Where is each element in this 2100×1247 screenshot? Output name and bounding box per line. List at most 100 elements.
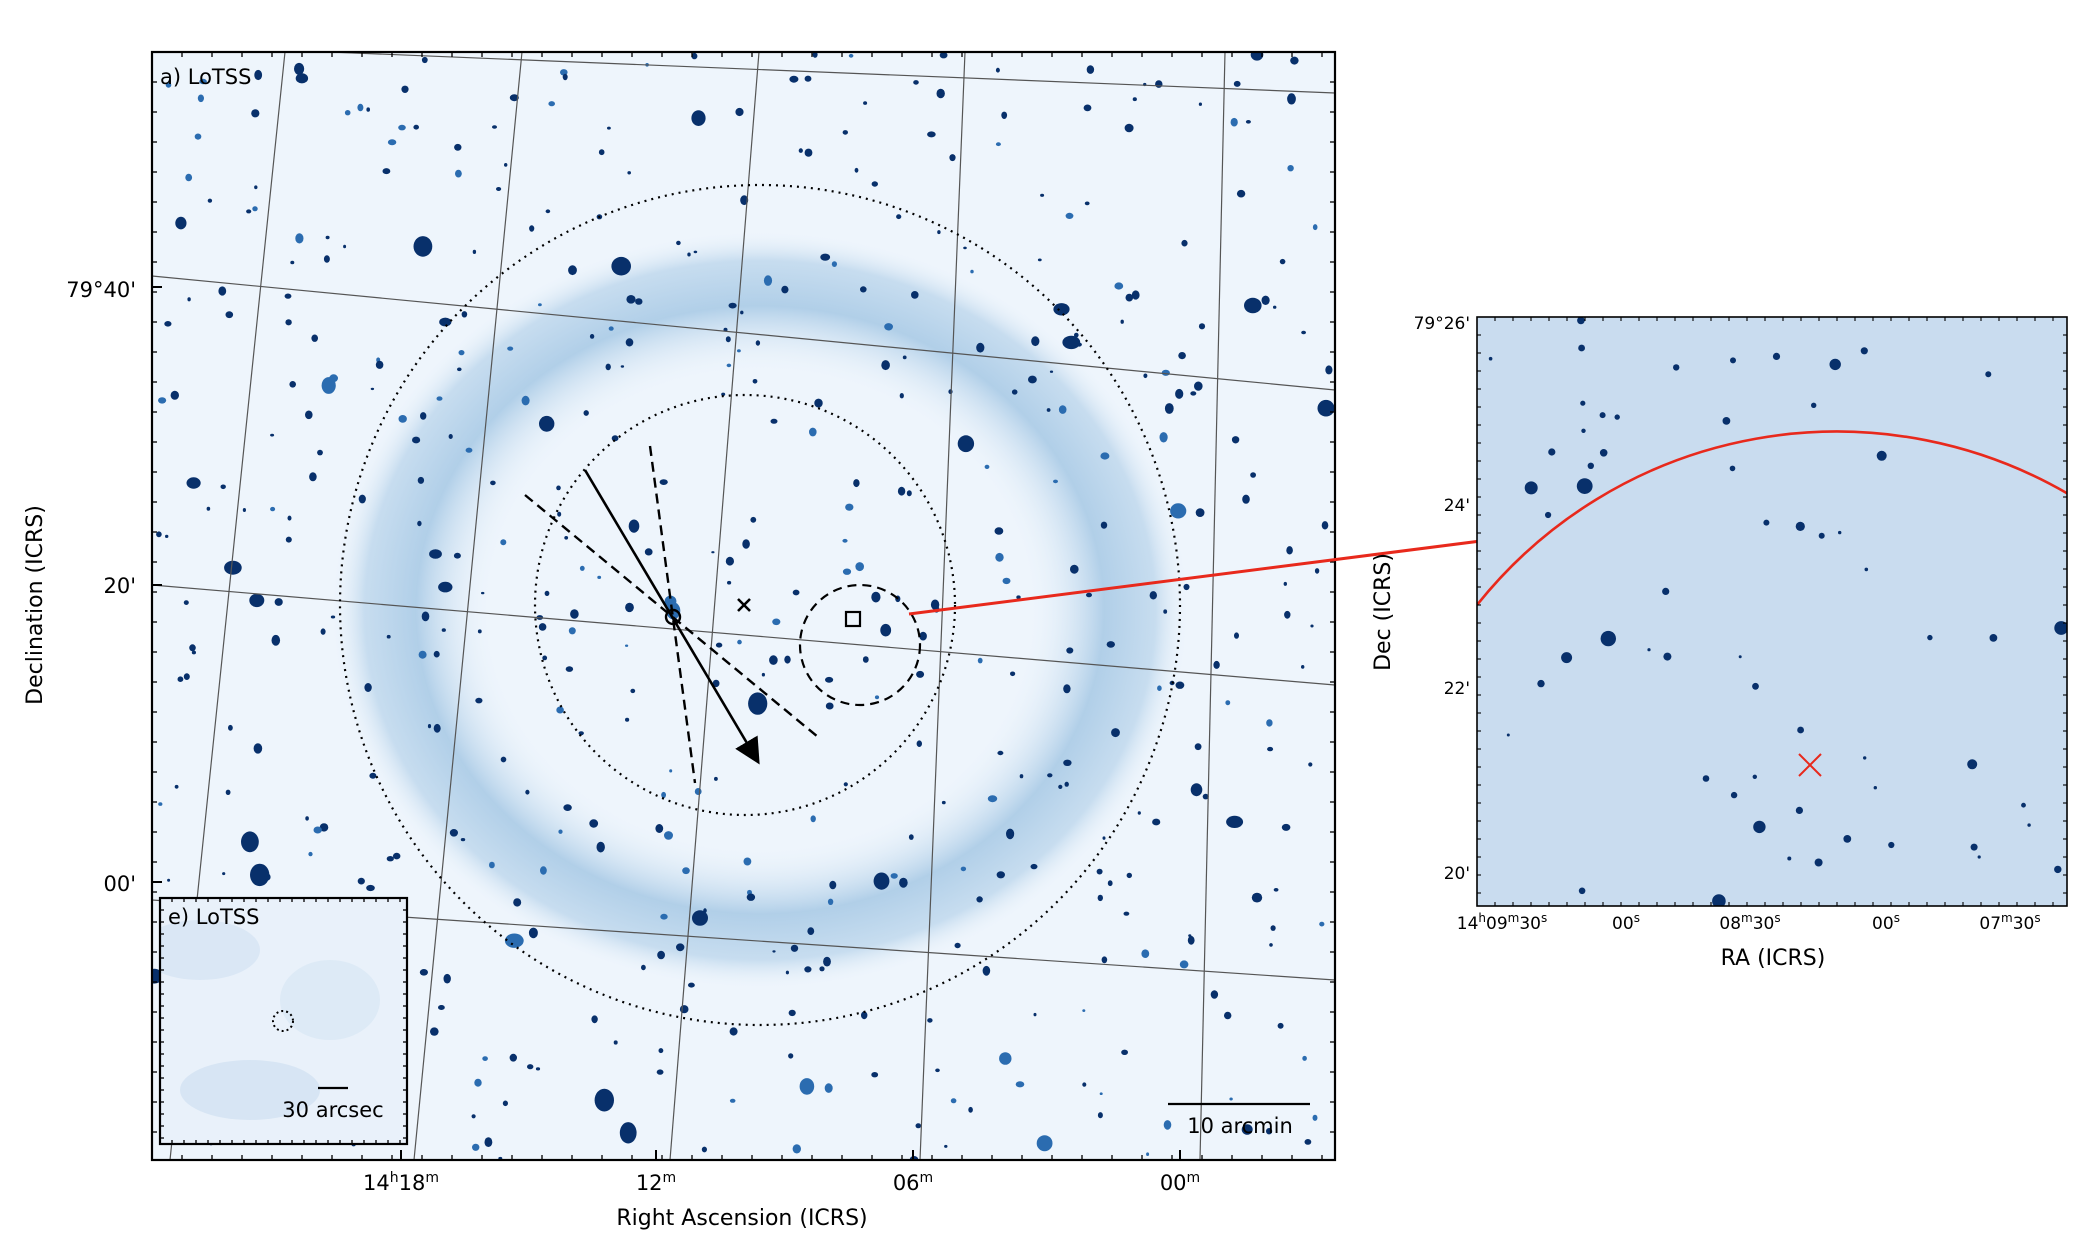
annotations xyxy=(338,183,1182,1027)
radio-source xyxy=(191,650,196,655)
radio-source xyxy=(635,298,643,305)
radio-source xyxy=(1063,684,1071,694)
main-ra-tick-label: 14h18m xyxy=(363,1170,439,1195)
zoom-dec-tick-label: 22' xyxy=(1444,679,1470,699)
radio-source xyxy=(682,867,690,875)
radio-source xyxy=(728,302,737,309)
radio-source xyxy=(729,1027,738,1036)
radio-source xyxy=(344,110,351,116)
radio-source xyxy=(812,52,818,58)
radio-source xyxy=(810,815,816,823)
radio-source xyxy=(460,838,466,842)
radio-source xyxy=(915,1123,922,1129)
radio-source xyxy=(605,363,611,371)
star xyxy=(1722,417,1731,425)
radio-source xyxy=(1030,863,1038,870)
radio-source xyxy=(804,966,812,973)
radio-source xyxy=(1287,93,1296,105)
radio-source xyxy=(862,656,869,663)
radio-source xyxy=(325,235,330,240)
zoom-ra-tick-label: 00s xyxy=(1612,911,1640,934)
radio-source xyxy=(1233,80,1241,87)
radio-source xyxy=(1010,671,1016,677)
radio-source xyxy=(413,236,433,257)
radio-source xyxy=(454,143,462,151)
radio-source xyxy=(916,670,925,678)
radio-source xyxy=(1047,773,1053,778)
radio-source xyxy=(725,336,731,343)
radio-source xyxy=(295,73,309,84)
radio-source xyxy=(1178,352,1186,360)
x-marker xyxy=(737,598,751,612)
radio-source xyxy=(737,349,741,353)
radio-source xyxy=(398,124,406,131)
radio-source xyxy=(1250,52,1264,61)
main-scalebar-label: 10 arcmin xyxy=(1187,1114,1293,1138)
radio-source xyxy=(1036,1135,1053,1152)
radio-source xyxy=(656,1069,664,1075)
radio-source xyxy=(186,477,201,489)
radio-source xyxy=(855,562,864,572)
radio-source xyxy=(1011,389,1018,395)
radio-source xyxy=(899,393,904,399)
radio-source xyxy=(492,125,497,129)
radio-source xyxy=(831,261,838,267)
main-dec-tick-label: 79°40' xyxy=(66,278,136,302)
radio-source xyxy=(366,107,371,112)
radio-source xyxy=(513,898,522,907)
radio-source xyxy=(1287,165,1294,172)
radio-source xyxy=(1266,719,1273,727)
radio-source xyxy=(1202,793,1209,800)
radio-source xyxy=(438,1005,445,1010)
radio-source xyxy=(542,655,548,661)
radio-source xyxy=(860,286,867,293)
radio-source xyxy=(290,260,295,265)
radio-source xyxy=(1304,1139,1312,1145)
radio-source xyxy=(489,861,495,869)
radio-source xyxy=(937,230,941,235)
motion-arrow xyxy=(583,469,760,765)
radio-source xyxy=(1002,577,1011,585)
radio-source xyxy=(562,73,568,81)
radio-source xyxy=(589,334,595,339)
radio-source xyxy=(770,418,778,424)
radio-source xyxy=(382,168,391,175)
star xyxy=(1663,652,1672,661)
star xyxy=(1729,465,1736,472)
radio-source xyxy=(490,480,496,486)
radio-source xyxy=(976,342,985,353)
radio-source xyxy=(427,724,432,729)
star xyxy=(1545,511,1552,519)
radio-source xyxy=(970,269,974,274)
radio-source xyxy=(884,323,893,331)
radio-source xyxy=(1183,583,1190,591)
radio-source xyxy=(1319,921,1325,927)
star xyxy=(1795,806,1803,815)
radio-source xyxy=(804,148,813,157)
radio-source xyxy=(1082,1082,1087,1087)
radio-source xyxy=(545,209,551,214)
radio-source xyxy=(386,634,391,639)
radio-source xyxy=(563,804,572,811)
zoom-red-arc xyxy=(1477,430,2067,606)
radio-source xyxy=(798,148,803,153)
radio-source xyxy=(1175,388,1184,399)
radio-source xyxy=(1224,1011,1232,1020)
radio-source xyxy=(1225,700,1231,706)
radio-source xyxy=(1163,609,1168,614)
radio-source xyxy=(224,560,242,575)
radio-source xyxy=(1314,568,1320,574)
star xyxy=(1524,481,1538,495)
radio-source xyxy=(1301,330,1306,335)
radio-source xyxy=(1046,408,1051,412)
radio-source xyxy=(1121,1049,1128,1056)
radio-source xyxy=(628,519,640,533)
star xyxy=(1580,400,1586,406)
radio-source xyxy=(496,187,502,191)
radio-source xyxy=(578,731,584,736)
radio-source xyxy=(222,872,226,876)
radio-sources xyxy=(152,52,1335,1160)
radio-source xyxy=(792,1144,801,1154)
radio-source xyxy=(655,824,664,833)
radio-source xyxy=(317,449,323,456)
